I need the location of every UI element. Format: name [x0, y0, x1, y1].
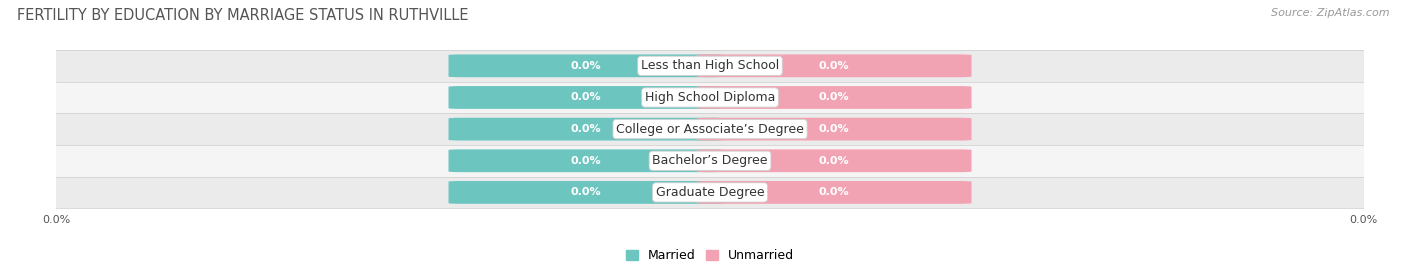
Text: FERTILITY BY EDUCATION BY MARRIAGE STATUS IN RUTHVILLE: FERTILITY BY EDUCATION BY MARRIAGE STATU… — [17, 8, 468, 23]
Legend: Married, Unmarried: Married, Unmarried — [623, 247, 797, 265]
FancyBboxPatch shape — [697, 86, 972, 109]
FancyBboxPatch shape — [697, 118, 972, 140]
FancyBboxPatch shape — [449, 54, 723, 77]
FancyBboxPatch shape — [449, 86, 723, 109]
FancyBboxPatch shape — [697, 54, 972, 77]
Text: High School Diploma: High School Diploma — [645, 91, 775, 104]
FancyBboxPatch shape — [697, 149, 972, 172]
Text: College or Associate’s Degree: College or Associate’s Degree — [616, 123, 804, 136]
Text: 0.0%: 0.0% — [818, 156, 849, 166]
Text: 0.0%: 0.0% — [571, 61, 602, 71]
Bar — [56, 50, 1364, 82]
Bar — [56, 82, 1364, 113]
Text: 0.0%: 0.0% — [571, 156, 602, 166]
FancyBboxPatch shape — [697, 181, 972, 204]
FancyBboxPatch shape — [449, 181, 723, 204]
Text: Graduate Degree: Graduate Degree — [655, 186, 765, 199]
Text: Source: ZipAtlas.com: Source: ZipAtlas.com — [1271, 8, 1389, 18]
Text: Less than High School: Less than High School — [641, 59, 779, 72]
Text: 0.0%: 0.0% — [818, 93, 849, 102]
Bar — [56, 176, 1364, 208]
Text: 0.0%: 0.0% — [571, 124, 602, 134]
Bar — [56, 113, 1364, 145]
Text: Bachelor’s Degree: Bachelor’s Degree — [652, 154, 768, 167]
Text: 0.0%: 0.0% — [571, 93, 602, 102]
Text: 0.0%: 0.0% — [818, 187, 849, 197]
FancyBboxPatch shape — [449, 118, 723, 140]
FancyBboxPatch shape — [449, 149, 723, 172]
Text: 0.0%: 0.0% — [818, 124, 849, 134]
Text: 0.0%: 0.0% — [818, 61, 849, 71]
Bar — [56, 145, 1364, 176]
Text: 0.0%: 0.0% — [571, 187, 602, 197]
